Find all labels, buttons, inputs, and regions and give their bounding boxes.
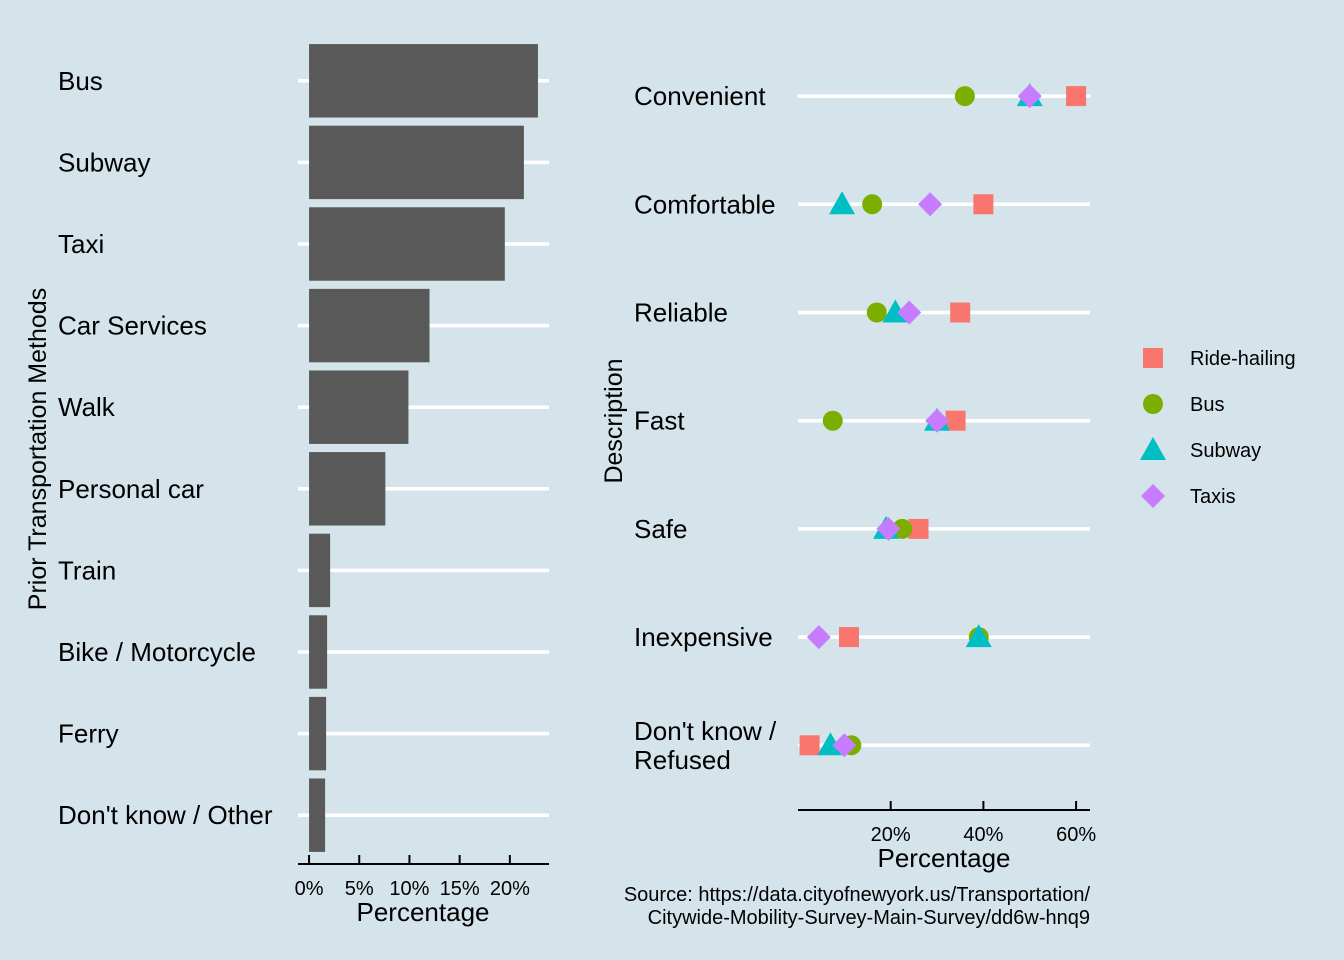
point-ride-hailing-fast bbox=[945, 410, 966, 431]
bar-category-label-bike-motorcycle: Bike / Motorcycle bbox=[58, 637, 256, 667]
bar-category-label-walk: Walk bbox=[58, 392, 116, 422]
legend-key-subway bbox=[1140, 437, 1166, 460]
bar-x-tick-label-20: 20% bbox=[490, 878, 530, 900]
point-bus-fast bbox=[822, 410, 843, 431]
dot-marks bbox=[799, 83, 1087, 758]
bar-category-label-subway: Subway bbox=[58, 147, 151, 177]
dot-chart-panel: Convenient Comfortable Reliable Fast Safe Ine… bbox=[600, 81, 1096, 873]
point-taxis-comfortable bbox=[918, 192, 943, 217]
point-taxis-convenient bbox=[1017, 84, 1042, 109]
source-caption-line2: Citywide-Mobility-Survey-Main-Survey/dd6… bbox=[648, 907, 1090, 929]
point-ride-hailing-safe bbox=[908, 518, 929, 539]
bar-don-t-know-other bbox=[309, 778, 326, 852]
bar-subway bbox=[309, 125, 524, 200]
point-taxis-safe bbox=[876, 516, 901, 541]
point-taxis-inexpensive bbox=[806, 625, 831, 650]
dot-category-label-inexpensive: Inexpensive bbox=[634, 622, 773, 652]
point-bus-safe bbox=[892, 518, 913, 539]
legend-label-subway: Subway bbox=[1190, 440, 1261, 462]
bar-category-label-car-services: Car Services bbox=[58, 311, 207, 341]
point-ride-hailing-convenient bbox=[1066, 86, 1087, 107]
dot-category-label-comfortable: Comfortable bbox=[634, 189, 776, 219]
dot-category-label-reliable: Reliable bbox=[634, 298, 728, 328]
point-bus-convenient bbox=[954, 86, 975, 107]
dot-category-label-safe: Safe bbox=[634, 514, 688, 544]
point-taxis-don-t-know-refused bbox=[832, 733, 857, 758]
bar-bus bbox=[309, 44, 538, 118]
bar-category-label-personal-car: Personal car bbox=[58, 474, 204, 504]
point-subway-comfortable bbox=[829, 191, 856, 215]
legend-label-taxis: Taxis bbox=[1190, 486, 1236, 508]
bar-category-labels: Bus Subway Taxi Car Services Walk Personal ca… bbox=[58, 66, 273, 830]
dot-category-label-fast: Fast bbox=[634, 406, 685, 436]
point-bus-reliable bbox=[866, 302, 887, 323]
dot-category-label-convenient: Convenient bbox=[634, 81, 766, 111]
dot-category-label-don-t-know-refused-line1: Don't know / bbox=[634, 716, 777, 746]
bar-x-tick-label-10: 10% bbox=[389, 878, 429, 900]
bar-ferry bbox=[309, 696, 327, 771]
dot-category-label-don-t-know-refused-line2: Refused bbox=[634, 745, 731, 775]
point-ride-hailing-inexpensive bbox=[838, 627, 859, 648]
point-bus-comfortable bbox=[862, 194, 883, 215]
point-taxis-fast bbox=[925, 408, 950, 433]
bar-category-label-bus: Bus bbox=[58, 66, 103, 96]
dot-x-axis-title: Percentage bbox=[878, 843, 1011, 873]
bar-x-tick-label-0: 0% bbox=[295, 878, 324, 900]
legend: Ride-hailing Bus Subway Taxis bbox=[1140, 348, 1296, 508]
bar-personal-car bbox=[309, 452, 386, 526]
dot-x-axis: 20% 40% 60% bbox=[798, 801, 1096, 846]
bar-bike-motorcycle bbox=[309, 615, 328, 689]
bar-category-label-don-t-know-other: Don't know / Other bbox=[58, 800, 273, 830]
bar-category-label-taxi: Taxi bbox=[58, 229, 104, 259]
point-taxis-reliable bbox=[897, 300, 922, 325]
legend-key-taxis bbox=[1141, 484, 1165, 508]
bar-x-axis: 0% 5% 10% 15% 20% bbox=[295, 855, 549, 900]
bar-category-label-ferry: Ferry bbox=[58, 719, 119, 749]
legend-label-bus: Bus bbox=[1190, 394, 1224, 416]
bar-marks bbox=[309, 44, 538, 852]
legend-label-ride-hailing: Ride-hailing bbox=[1190, 348, 1296, 370]
legend-key-ride-hailing bbox=[1143, 348, 1163, 368]
source-caption-line1: Source: https://data.cityofnewyork.us/Tr… bbox=[624, 884, 1091, 906]
point-ride-hailing-comfortable bbox=[973, 194, 994, 215]
bar-chart-panel: Bus Subway Taxi Car Services Walk Personal ca… bbox=[24, 44, 549, 927]
dot-x-tick-label-60: 60% bbox=[1056, 824, 1096, 846]
legend-key-bus bbox=[1143, 394, 1163, 414]
bar-category-label-train: Train bbox=[58, 555, 116, 585]
bar-walk bbox=[309, 370, 409, 444]
dot-x-tick-label-20: 20% bbox=[871, 824, 911, 846]
point-ride-hailing-reliable bbox=[950, 302, 971, 323]
point-subway-inexpensive bbox=[965, 624, 992, 648]
bar-x-axis-title: Percentage bbox=[357, 897, 490, 927]
bar-taxi bbox=[309, 207, 505, 281]
bar-x-tick-label-15: 15% bbox=[440, 878, 480, 900]
dot-y-axis-title: Description bbox=[600, 358, 628, 483]
dot-x-tick-label-40: 40% bbox=[963, 824, 1003, 846]
bar-x-tick-label-5: 5% bbox=[345, 878, 374, 900]
bar-car-services bbox=[309, 288, 430, 363]
dot-category-labels: Convenient Comfortable Reliable Fast Safe Ine… bbox=[634, 81, 777, 775]
bar-train bbox=[309, 533, 331, 608]
bar-y-axis-title: Prior Transportation Methods bbox=[24, 288, 52, 610]
point-ride-hailing-don-t-know-refused bbox=[799, 735, 820, 756]
